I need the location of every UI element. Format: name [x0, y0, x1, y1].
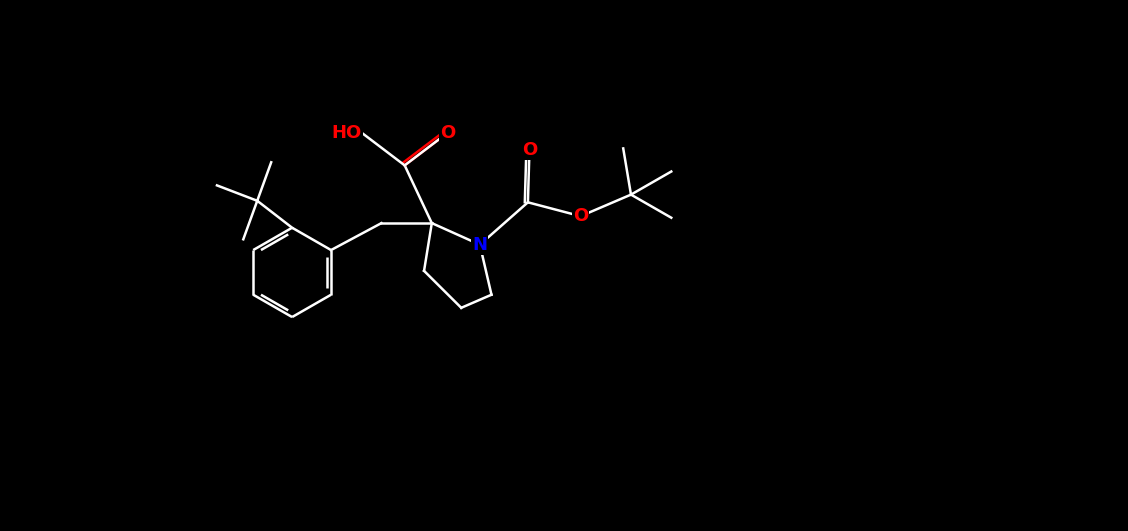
- Text: O: O: [440, 124, 455, 142]
- Text: HO: HO: [332, 124, 362, 142]
- Text: N: N: [473, 236, 487, 254]
- Text: O: O: [522, 141, 537, 159]
- Text: O: O: [573, 207, 588, 225]
